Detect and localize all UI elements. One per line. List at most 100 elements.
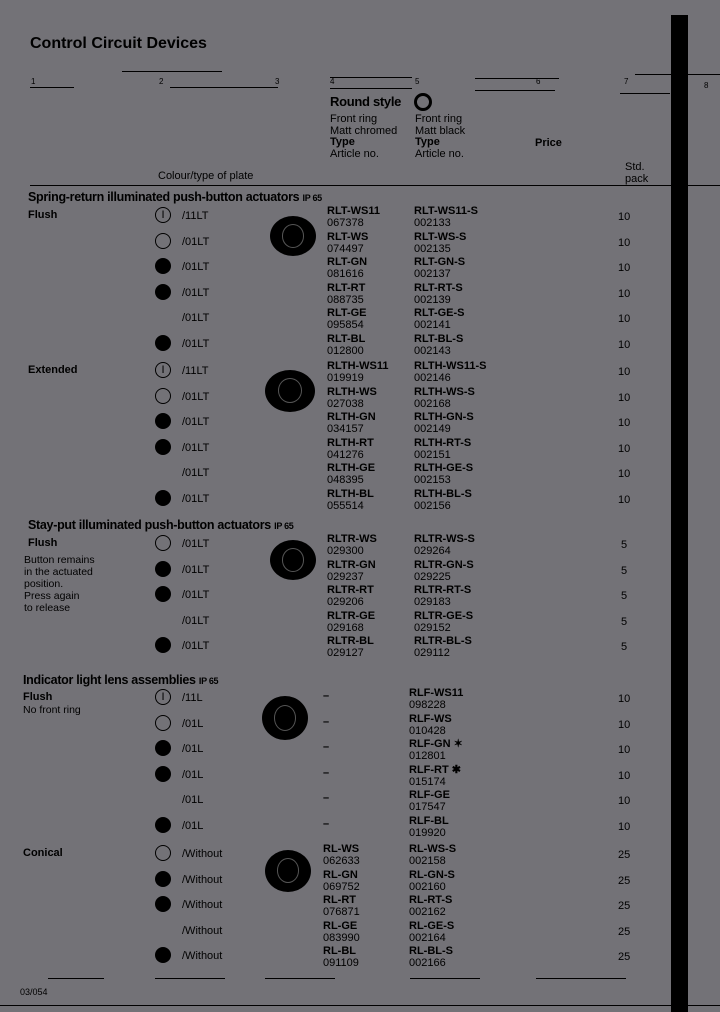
extended-actuator-image bbox=[265, 370, 315, 412]
std-pack: 5 bbox=[621, 641, 628, 653]
plate-code: /Without bbox=[182, 848, 223, 860]
type-black: RLT-RT-S bbox=[414, 281, 463, 294]
colour-swatch-filled bbox=[155, 765, 171, 782]
plate-code: /01LT bbox=[182, 640, 210, 652]
plate-code: /01L bbox=[182, 717, 204, 730]
colour-swatch-filled bbox=[155, 334, 171, 351]
plate-code: /01LT bbox=[182, 614, 210, 627]
article-chromed: 029127 bbox=[327, 647, 364, 659]
type-black: RLF-WS11 bbox=[409, 687, 464, 699]
type-black: RL-RT-S bbox=[409, 894, 453, 906]
article-black: 010428 bbox=[409, 724, 446, 737]
article-black: 029112 bbox=[414, 647, 450, 659]
type-black: RLTH-WS11-S bbox=[414, 360, 487, 372]
article-black: 002146 bbox=[414, 372, 451, 384]
type-chromed: RLTR-BL bbox=[327, 635, 374, 647]
article-chromed: 081616 bbox=[327, 268, 364, 280]
type-chromed: RLTH-GE bbox=[327, 462, 376, 474]
std-pack: 10 bbox=[618, 262, 631, 274]
std-pack: 10 bbox=[618, 391, 631, 404]
divider bbox=[30, 87, 74, 88]
std-pack: 10 bbox=[618, 468, 631, 480]
article-chromed: 069752 bbox=[323, 880, 360, 893]
group-label: Flush bbox=[28, 537, 58, 549]
article-chromed: 027038 bbox=[327, 397, 364, 410]
plate-code: /01L bbox=[182, 819, 204, 832]
type-black: RLT-WS-S bbox=[414, 230, 467, 243]
group-label: Extended bbox=[28, 364, 78, 376]
ip-rating: IP 65 bbox=[274, 521, 294, 531]
col4-header: Front ring Matt chromed Type Article no. bbox=[330, 113, 397, 160]
std-pack: 25 bbox=[618, 874, 631, 887]
colour-swatch-filled bbox=[155, 816, 171, 833]
binding-edge bbox=[671, 15, 688, 1012]
colour-swatch-open bbox=[155, 535, 171, 551]
article-black: 098228 bbox=[409, 699, 446, 711]
type-chromed: RLTR-GE bbox=[327, 609, 376, 622]
type-black: RL-GE-S bbox=[409, 919, 455, 932]
std-pack-header-2: pack bbox=[625, 173, 649, 185]
plate-code: /01LT bbox=[182, 390, 210, 403]
colour-swatch-filled bbox=[155, 740, 171, 756]
std-pack: 10 bbox=[618, 718, 631, 731]
divider bbox=[48, 978, 104, 979]
type-chromed: – bbox=[323, 766, 330, 779]
type-black: RLTH-GE-S bbox=[414, 462, 474, 474]
std-pack: 5 bbox=[621, 564, 628, 577]
article-chromed: 062633 bbox=[323, 855, 360, 867]
price-header: Price bbox=[535, 137, 562, 149]
article-black: 029183 bbox=[414, 596, 451, 608]
article-chromed: 041276 bbox=[327, 448, 364, 461]
article-chromed: 029300 bbox=[327, 545, 364, 557]
std-pack: 5 bbox=[621, 590, 628, 602]
plate-code: /01LT bbox=[182, 337, 210, 350]
colour-swatch-i: I bbox=[155, 689, 171, 705]
colour-swatch-i: I bbox=[155, 207, 171, 223]
std-pack: 25 bbox=[618, 951, 631, 963]
std-pack: 10 bbox=[618, 211, 631, 223]
col4-ring: Front ring bbox=[330, 113, 378, 125]
article-black: 002141 bbox=[414, 319, 451, 331]
conical-lens-image bbox=[265, 850, 311, 892]
article-black: 002164 bbox=[409, 931, 446, 944]
type-chromed: RLTH-RT bbox=[327, 436, 374, 449]
divider bbox=[475, 90, 555, 91]
colour-swatch-open bbox=[155, 714, 171, 731]
article-black: 002133 bbox=[414, 217, 451, 229]
std-pack: 5 bbox=[621, 539, 628, 551]
std-pack: 25 bbox=[618, 925, 631, 938]
colour-swatch-filled bbox=[155, 637, 171, 653]
std-pack: 10 bbox=[618, 820, 631, 833]
divider bbox=[330, 77, 412, 78]
std-pack: 10 bbox=[618, 693, 631, 705]
colour-swatch-open bbox=[155, 232, 171, 249]
colour-swatch-filled bbox=[155, 413, 171, 429]
type-black: RLTR-GE-S bbox=[414, 609, 474, 622]
type-black: RL-BL-S bbox=[409, 945, 453, 957]
divider bbox=[330, 88, 412, 89]
round-style-label: Round style bbox=[330, 94, 402, 109]
type-chromed: – bbox=[323, 690, 330, 702]
column-number: 2 bbox=[159, 77, 164, 86]
plate-code: /01LT bbox=[182, 492, 210, 505]
col5-header: Front ring Matt black Type Article no. bbox=[415, 113, 465, 160]
type-black: RLTH-RT-S bbox=[414, 436, 472, 449]
article-chromed: 029168 bbox=[327, 621, 364, 634]
article-chromed: 076871 bbox=[323, 906, 360, 918]
header-divider bbox=[30, 185, 720, 186]
type-chromed: – bbox=[323, 741, 330, 753]
article-chromed: 012800 bbox=[327, 344, 364, 357]
std-pack: 25 bbox=[618, 900, 631, 912]
col5-type: Type bbox=[415, 136, 440, 148]
divider bbox=[536, 978, 626, 979]
type-black: RLT-WS11-S bbox=[414, 205, 478, 217]
divider bbox=[410, 978, 480, 979]
article-black: 002158 bbox=[409, 855, 446, 867]
std-pack: 25 bbox=[618, 849, 631, 861]
type-chromed: RLT-GN bbox=[327, 256, 368, 268]
plate-code: /01LT bbox=[182, 563, 210, 576]
colour-swatch-filled bbox=[155, 560, 171, 577]
article-chromed: 048395 bbox=[327, 474, 364, 486]
divider bbox=[620, 93, 670, 94]
std-pack: 10 bbox=[618, 769, 631, 782]
